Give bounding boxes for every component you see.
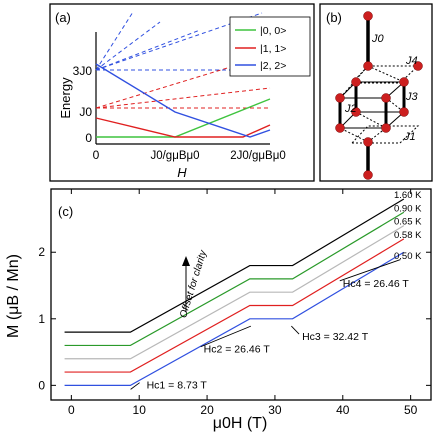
panel-a-ylabel: Energy [58,77,73,119]
legend-label-11: |1, 1> [260,43,286,55]
panel-c-label: (c) [58,204,73,219]
bond-label-j4: J4 [405,55,418,67]
bond-label-j3: J3 [405,91,419,103]
dashed-level [95,21,161,71]
lattice-atoms [335,11,423,180]
panel-a-xlabel: H [177,165,187,180]
panel-a-xtick-2: 2J0/gμBμ0 [230,150,285,162]
series-line [64,238,405,373]
bond-label-j0: J0 [371,33,385,45]
panel-c-xlabel: μ0H (T) [213,415,268,432]
annotation-arrow [130,382,140,390]
atom [363,11,373,21]
panel-a-label: (a) [55,10,71,25]
xtick-label: 20 [200,403,214,417]
panel-a-dashed-levels [95,11,271,109]
annotation-arrow [291,325,300,335]
panel-b-frame [319,3,433,182]
atom [363,170,373,180]
ytick-label: 2 [38,245,45,259]
panel-a-ytick-J0: J0 [79,105,92,119]
panel-a-xtick-1: J0/gμBμ0 [150,150,199,162]
atom [351,77,361,87]
annotation-label: Hc2 = 26.46 T [204,344,271,356]
bond-label-j1: J1 [403,131,416,143]
panel-b: (b) [319,3,433,182]
panel-a-frame [49,3,315,182]
bond-label-j2: J2 [344,103,357,115]
series-line [64,225,405,360]
bond-dashed [339,127,369,143]
panel-a: (a) 3J0 J0 0 Energy 0 J0/gμBμ0 2J0/gμBμ0 [49,3,315,182]
xtick-label: 10 [133,403,147,417]
panel-c-frame [50,188,432,401]
atom [363,61,373,71]
panel-c-ylabel: M (μB / Mn) [5,254,22,338]
lattice-bonds [338,16,420,175]
panel-c: (c) 0 10 20 30 40 50 0 1 2 0.50 K 0.58 K 0.65 K 0.9… [5,188,432,432]
annotation-arrow [339,259,401,282]
panel-c-series [64,198,405,386]
atom [335,123,345,133]
panel-a-legend: |0, 0> |1, 1> |2, 2> [229,16,311,77]
atom [335,93,345,103]
dashed-level [95,87,271,109]
series-label: 0.58 K [394,230,422,241]
level-11-line [95,117,271,138]
level-00-line [96,98,271,138]
top-face [338,81,406,99]
panel-a-ytick-0: 0 [85,131,92,145]
dashed-level [95,11,134,71]
xtick-label: 40 [336,403,350,417]
series-label: 0.65 K [394,217,422,228]
panel-c-series-labels: 0.50 K 0.58 K 0.65 K 0.90 K 1.60 K [394,190,422,262]
legend-label-00: |0, 0> [260,25,286,37]
atom [351,107,361,117]
legend-label-22: |2, 2> [260,60,286,72]
panel-b-label: (b) [326,10,342,25]
annotation-arrow [200,325,252,348]
dashed-level [95,54,271,109]
atom [399,77,409,87]
bond-j3 [355,111,387,129]
panel-c-ticks: 0 10 20 30 40 50 0 1 2 [38,189,431,417]
xtick-label: 0 [68,403,75,417]
ytick-label: 1 [38,312,45,326]
atom [413,61,423,71]
ytick-label: 0 [38,378,45,392]
offset-arrow-head [182,256,190,266]
series-line [64,251,405,386]
annotation-label: Hc3 = 32.42 T [302,331,369,343]
series-label: 0.90 K [394,203,422,214]
offset-note: Offset for clarity [178,248,209,319]
atom [381,123,391,133]
dashed-level [95,29,201,71]
bond-dashed [367,65,405,83]
annotation-label: Hc1 = 8.73 T [147,380,208,392]
series-line [64,211,405,347]
panel-c-annotations: Hc1 = 8.73 T Hc2 = 26.46 T Hc3 = 32.42 T Hc… [130,259,410,392]
bottom-face-dashed [350,125,420,144]
annotation-label: Hc4 = 26.46 T [343,278,410,290]
dashed-level [95,12,263,71]
xtick-label: 30 [268,403,282,417]
xtick-label: 50 [404,403,418,417]
atom [381,93,391,103]
atom [363,137,373,147]
level-22-line [95,63,271,138]
series-line [64,198,405,333]
series-label: 0.50 K [394,251,422,262]
panel-a-xtick-0: 0 [93,148,100,162]
series-label: 1.60 K [394,190,422,201]
panel-a-ytick-3J0: 3J0 [73,64,93,78]
atom [399,107,409,117]
legend-box [229,16,311,77]
